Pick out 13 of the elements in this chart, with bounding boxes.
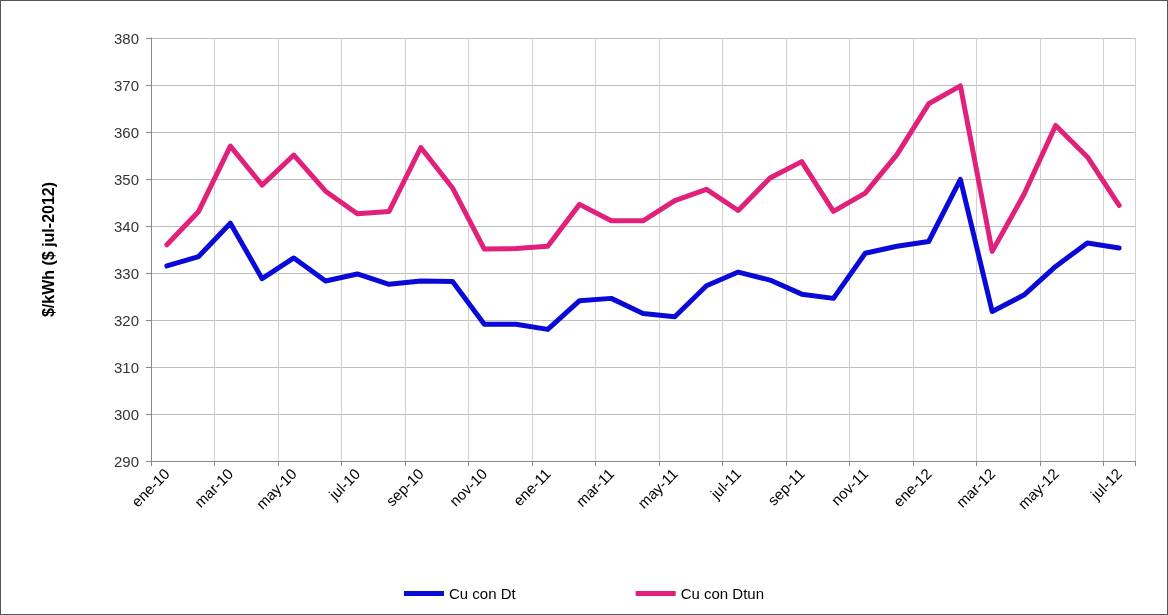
y-tick-label: 310 bbox=[113, 358, 139, 376]
y-tick-label: 330 bbox=[113, 264, 139, 282]
y-tick-label: 320 bbox=[113, 311, 139, 329]
y-tick-label: 300 bbox=[113, 405, 139, 423]
legend-label: Cu con Dtun bbox=[680, 585, 765, 602]
y-tick-label: 350 bbox=[113, 170, 139, 188]
legend-label: Cu con Dt bbox=[448, 585, 517, 602]
y-axis-title: $/kWh ($ jul-2012) bbox=[39, 181, 57, 318]
y-tick-label: 370 bbox=[113, 76, 139, 94]
y-tick-label: 340 bbox=[113, 217, 139, 235]
y-tick-label: 380 bbox=[113, 29, 139, 47]
y-tick-label: 360 bbox=[113, 123, 139, 141]
y-tick-label: 290 bbox=[113, 452, 139, 470]
